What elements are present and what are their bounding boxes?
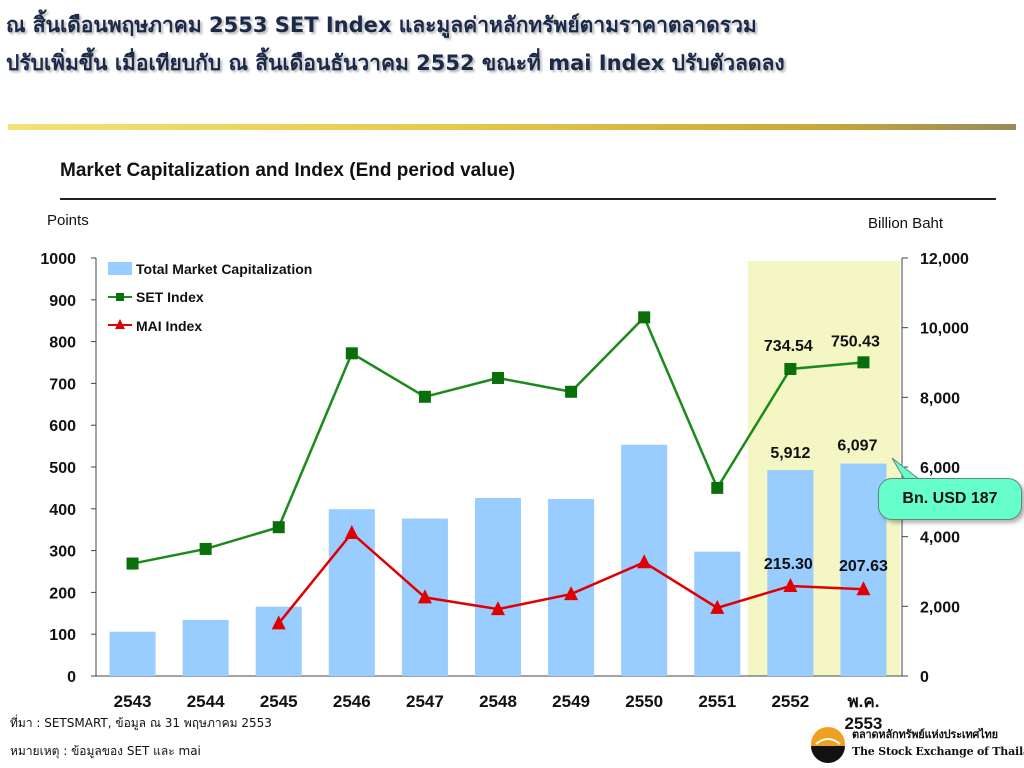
right-tick-label: 12,000 (920, 251, 969, 268)
set-index-marker (857, 356, 870, 369)
chart-title: Market Capitalization and Index (End per… (60, 160, 516, 181)
logo-text: ตลาดหลักทรัพย์แห่งประเทศไทย The Stock Ex… (852, 726, 1024, 760)
left-tick-label: 700 (49, 376, 76, 393)
x-tick-label-part: 2552 (771, 692, 809, 711)
left-tick-label: 100 (49, 627, 76, 644)
x-tick-label-part: 2546 (333, 692, 371, 711)
data-label: 215.30 (764, 556, 813, 573)
legend-label: MAI Index (136, 318, 202, 334)
x-tick-label: พ.ค. 2553 (845, 692, 883, 733)
x-tick-label: 2552 (771, 692, 809, 711)
mai-index-marker (856, 581, 871, 596)
x-tick-label: 2548 (479, 692, 517, 711)
mai-index-marker (271, 615, 286, 630)
mai-index-marker (564, 586, 579, 601)
left-tick-label: 600 (49, 418, 76, 435)
x-tick-label: 2549 (552, 692, 590, 711)
remark-note: หมายเหตุ : ข้อมูลของ SET และ mai (10, 744, 201, 758)
right-tick-label: 0 (920, 669, 929, 686)
x-tick-label-part: 2545 (260, 692, 298, 711)
data-label: 5,912 (770, 445, 810, 462)
x-tick-label: 2550 (625, 692, 663, 711)
x-tick-label-part: พ.ค. (847, 692, 879, 711)
set-index-marker (638, 311, 651, 324)
slide-title-line-2: ปรับเพิ่มขึ้น เมื่อเทียบกับ ณ สิ้นเดือนธ… (6, 51, 785, 75)
data-label: 6,097 (837, 438, 877, 455)
x-tick-label-part: 2543 (114, 692, 152, 711)
bar-market-cap (767, 470, 814, 676)
title-divider (8, 124, 1016, 130)
data-label: 207.63 (839, 558, 888, 575)
x-tick-label: 2547 (406, 692, 444, 711)
left-tick-label: 400 (49, 502, 76, 519)
source-note: ที่มา : SETSMART, ข้อมูล ณ 31 พฤษภาคม 25… (10, 716, 272, 730)
legend-label: SET Index (136, 289, 204, 305)
bar-market-cap (109, 631, 156, 676)
legend-swatch-market-cap (108, 262, 132, 275)
set-index-marker (492, 371, 504, 384)
right-tick-label: 4,000 (920, 530, 960, 547)
logo-english-name: The Stock Exchange of Thailand (852, 745, 1024, 758)
bar-market-cap (182, 619, 229, 676)
x-tick-label-part: 2549 (552, 692, 590, 711)
left-tick-label: 200 (49, 585, 76, 602)
x-tick-label-part: 2547 (406, 692, 444, 711)
right-tick-label: 8,000 (920, 390, 960, 407)
left-tick-label: 300 (49, 544, 76, 561)
set-index-marker (418, 390, 431, 403)
chart-title-divider (60, 198, 996, 200)
right-tick-label: 2,000 (920, 599, 960, 616)
legend-marker-mai (115, 319, 125, 329)
slide-title: ณ สิ้นเดือนพฤษภาคม 2553 SET Index และมูล… (6, 6, 1018, 82)
usd-callout: Bn. USD 187 (878, 478, 1022, 520)
set-logo: ตลาดหลักทรัพย์แห่งประเทศไทย The Stock Ex… (808, 724, 1024, 766)
set-emblem-icon (811, 727, 845, 763)
mai-index-marker (417, 589, 432, 604)
set-index-marker (345, 347, 358, 360)
set-index-marker (784, 362, 797, 375)
x-tick-label: 2545 (260, 692, 298, 711)
data-label: 750.43 (831, 333, 880, 350)
left-tick-label: 0 (67, 669, 76, 686)
x-tick-label-part: 2553 (845, 714, 883, 733)
x-tick-label: 2546 (333, 692, 371, 711)
bar-market-cap (474, 498, 522, 676)
set-index-marker (126, 557, 139, 570)
left-tick-label: 800 (49, 335, 76, 352)
legend-label: Total Market Capitalization (136, 261, 312, 277)
mai-index-marker (637, 554, 652, 569)
x-tick-label-part: 2548 (479, 692, 517, 711)
logo-thai-name: ตลาดหลักทรัพย์แห่งประเทศไทย (852, 728, 998, 741)
left-tick-label: 500 (49, 460, 76, 477)
x-tick-label-part: 2544 (187, 692, 225, 711)
data-label: 734.54 (764, 338, 813, 355)
x-tick-label: 2543 (114, 692, 152, 711)
set-index-marker (711, 481, 724, 494)
mai-index-marker (783, 578, 798, 593)
set-index-marker (199, 542, 212, 555)
mai-index-marker (710, 599, 725, 614)
slide-title-line-1: ณ สิ้นเดือนพฤษภาคม 2553 SET Index และมูล… (6, 13, 757, 37)
legend-marker-set (116, 293, 124, 301)
set-index-marker (272, 521, 285, 534)
x-tick-label: 2551 (698, 692, 736, 711)
right-tick-label: 6,000 (920, 460, 960, 477)
set-index-marker (565, 385, 578, 398)
right-axis-label: Billion Baht (868, 215, 944, 232)
mai-index-marker (491, 601, 505, 616)
x-tick-label: 2544 (187, 692, 225, 711)
right-tick-label: 10,000 (920, 321, 969, 338)
x-tick-label-part: 2551 (698, 692, 736, 711)
mai-index-marker (344, 525, 359, 540)
left-tick-label: 1000 (40, 251, 76, 268)
left-axis-label: Points (47, 212, 89, 229)
left-tick-label: 900 (49, 293, 76, 310)
x-tick-label-part: 2550 (625, 692, 663, 711)
